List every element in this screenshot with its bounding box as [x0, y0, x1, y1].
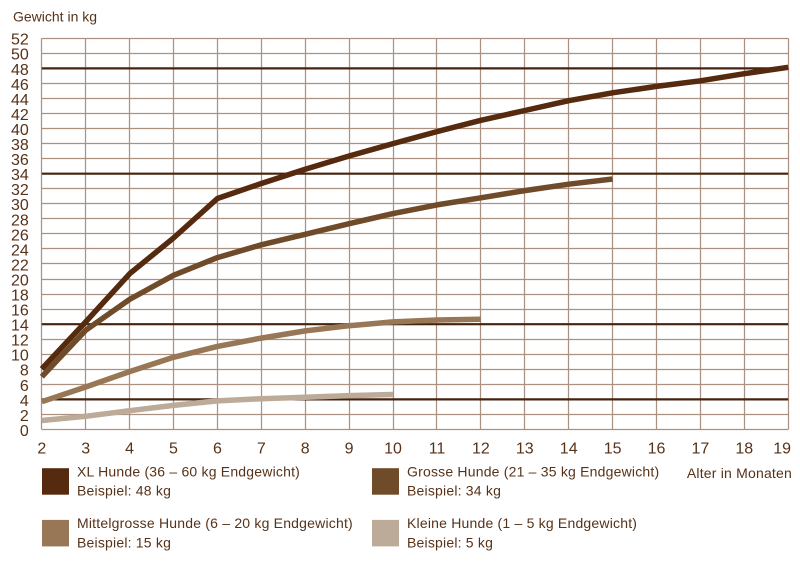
svg-text:16: 16	[648, 441, 666, 458]
svg-text:3: 3	[81, 441, 90, 458]
svg-text:0: 0	[20, 423, 29, 440]
svg-text:Mittelgrosse Hunde (6 – 20 kg: Mittelgrosse Hunde (6 – 20 kg Endgewicht…	[77, 515, 353, 531]
svg-text:Beispiel: 34 kg: Beispiel: 34 kg	[407, 483, 501, 499]
svg-text:11: 11	[429, 441, 446, 458]
svg-text:50: 50	[11, 47, 29, 64]
svg-text:4: 4	[125, 441, 134, 458]
svg-text:13: 13	[516, 441, 534, 458]
svg-text:26: 26	[11, 227, 29, 244]
svg-text:Alter in Monaten: Alter in Monaten	[687, 465, 792, 481]
svg-text:Beispiel: 5 kg: Beispiel: 5 kg	[407, 534, 493, 550]
svg-text:38: 38	[11, 137, 29, 154]
svg-text:24: 24	[11, 242, 29, 259]
svg-text:6: 6	[20, 378, 29, 395]
svg-text:18: 18	[735, 441, 753, 458]
svg-text:20: 20	[11, 272, 29, 289]
svg-text:32: 32	[11, 182, 29, 199]
svg-text:Beispiel: 48 kg: Beispiel: 48 kg	[77, 483, 171, 499]
svg-text:5: 5	[169, 441, 178, 458]
svg-text:4: 4	[20, 393, 29, 410]
svg-text:19: 19	[773, 441, 791, 458]
svg-text:52: 52	[11, 32, 29, 49]
svg-text:XL Hunde (36 – 60 kg Endgewich: XL Hunde (36 – 60 kg Endgewicht)	[77, 464, 300, 480]
svg-text:Grosse Hunde (21 – 35 kg Endge: Grosse Hunde (21 – 35 kg Endgewicht)	[407, 464, 659, 480]
svg-text:28: 28	[11, 212, 29, 229]
svg-text:12: 12	[11, 333, 29, 350]
svg-text:30: 30	[11, 197, 29, 214]
svg-text:18: 18	[11, 288, 29, 305]
svg-text:10: 10	[384, 441, 402, 458]
svg-text:16: 16	[11, 303, 29, 320]
svg-text:8: 8	[20, 363, 29, 380]
svg-text:22: 22	[11, 257, 29, 274]
svg-text:15: 15	[604, 441, 622, 458]
svg-text:Beispiel: 15 kg: Beispiel: 15 kg	[77, 534, 171, 550]
svg-text:2: 2	[37, 441, 46, 458]
svg-text:14: 14	[11, 318, 29, 335]
svg-text:44: 44	[11, 92, 29, 109]
svg-text:14: 14	[560, 441, 578, 458]
svg-text:40: 40	[11, 122, 29, 139]
svg-text:9: 9	[345, 441, 354, 458]
svg-text:48: 48	[11, 62, 29, 79]
svg-text:10: 10	[11, 348, 29, 365]
svg-text:8: 8	[301, 441, 310, 458]
svg-text:Gewicht in kg: Gewicht in kg	[13, 9, 97, 25]
svg-text:Kleine Hunde (1 – 5 kg Endgewi: Kleine Hunde (1 – 5 kg Endgewicht)	[407, 515, 637, 531]
svg-text:12: 12	[472, 441, 490, 458]
svg-text:7: 7	[257, 441, 266, 458]
svg-text:34: 34	[11, 167, 29, 184]
svg-text:36: 36	[11, 152, 29, 169]
svg-text:42: 42	[11, 107, 29, 124]
svg-text:6: 6	[213, 441, 222, 458]
svg-text:17: 17	[692, 441, 710, 458]
svg-text:46: 46	[11, 77, 29, 94]
svg-text:2: 2	[20, 408, 29, 425]
